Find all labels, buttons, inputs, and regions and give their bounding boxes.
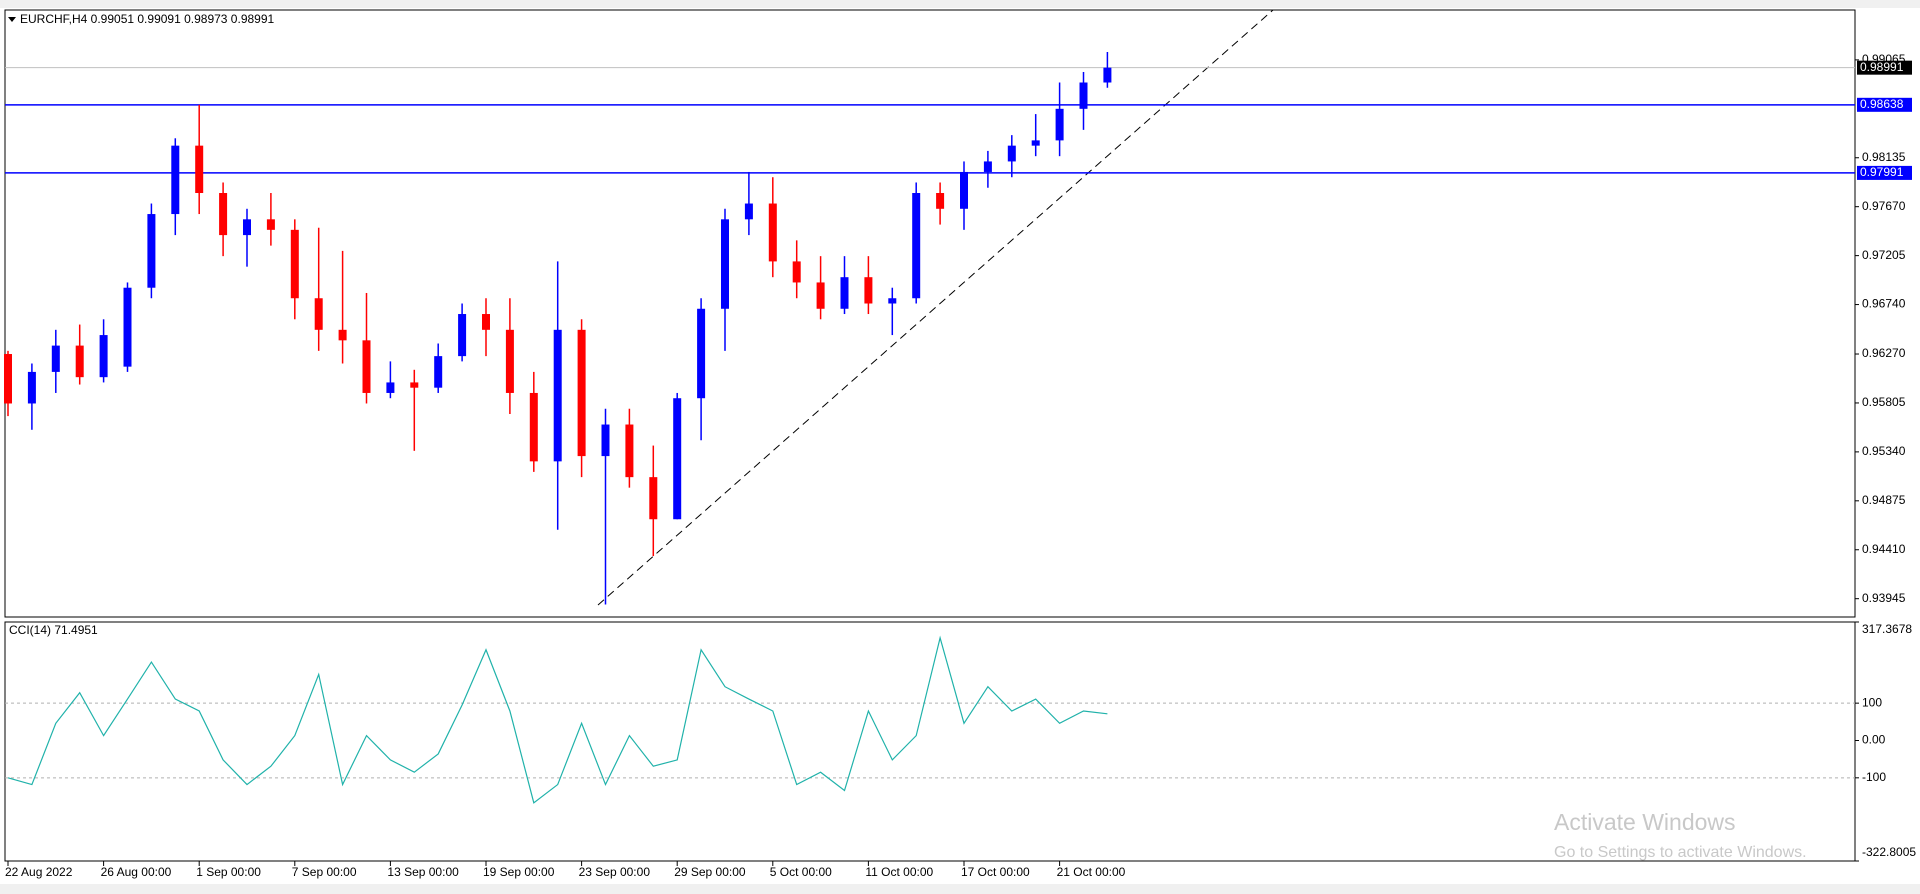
- level-price-label: 0.98638: [1860, 97, 1904, 111]
- candle-body: [1103, 67, 1112, 83]
- top-tab-strip: [0, 0, 1920, 8]
- candle-body: [219, 193, 228, 236]
- candle-body: [936, 193, 945, 209]
- candle-body: [553, 329, 562, 462]
- current-price-box: [1857, 60, 1912, 75]
- candle-body: [482, 314, 490, 330]
- candle-body: [864, 277, 873, 304]
- candle-body: [266, 219, 275, 230]
- watermark-title: Activate Windows: [1554, 809, 1736, 835]
- current-price-label: 0.98991: [1860, 60, 1904, 74]
- candle-body: [4, 354, 12, 404]
- cci-title: CCI(14) 71.4951: [9, 623, 98, 637]
- y-tick-label: 0.96740: [1862, 297, 1906, 311]
- candle-body: [840, 277, 849, 309]
- x-tick-label: 1 Sep 00:00: [196, 865, 261, 879]
- level-price-label: 0.97991: [1860, 165, 1904, 179]
- candle-body: [744, 203, 753, 220]
- y-tick-label: 0.97205: [1862, 248, 1906, 262]
- bottom-tab-strip: [0, 884, 1920, 894]
- y-tick-label: 0.98135: [1862, 150, 1906, 164]
- trend-line: [597, 9, 1274, 606]
- cci-panel: [4, 621, 1856, 862]
- candle-body: [362, 340, 371, 393]
- candle-body: [195, 145, 204, 194]
- x-tick-label: 5 Oct 00:00: [770, 865, 832, 879]
- y-tick-label: 0.00: [1862, 733, 1886, 747]
- x-tick-label: 19 Sep 00:00: [483, 865, 555, 879]
- y-tick-label: 317.3678: [1862, 622, 1912, 636]
- watermark-subtitle: Go to Settings to activate Windows.: [1554, 844, 1807, 861]
- level-price-box: [1857, 97, 1912, 112]
- y-tick-label: 0.94410: [1862, 542, 1906, 556]
- candle-body: [147, 214, 156, 288]
- candle-body: [1031, 140, 1040, 146]
- candle-body: [1007, 145, 1016, 162]
- y-tick-label: -100: [1862, 770, 1886, 784]
- candle-body: [434, 356, 443, 388]
- y-tick-label: 0.96270: [1862, 346, 1906, 360]
- x-tick-label: 13 Sep 00:00: [387, 865, 459, 879]
- cci-line: [7, 635, 1108, 804]
- candle-body: [505, 329, 514, 393]
- symbol-menu-arrow: [8, 17, 16, 22]
- candle-body: [75, 345, 84, 378]
- candle-body: [912, 193, 921, 299]
- candle-body: [888, 298, 897, 304]
- candle-body: [1055, 108, 1064, 141]
- x-tick-label: 26 Aug 00:00: [101, 865, 172, 879]
- candle-body: [338, 329, 347, 341]
- y-tick-label: 0.97670: [1862, 199, 1906, 213]
- candle-body: [123, 287, 132, 367]
- y-tick-label: 0.94875: [1862, 493, 1906, 507]
- x-tick-label: 21 Oct 00:00: [1057, 865, 1126, 879]
- price-panel: [4, 9, 1856, 618]
- y-tick-label: -322.8005: [1862, 845, 1916, 859]
- price-title: EURCHF,H4 0.99051 0.99091 0.98973 0.9899…: [20, 12, 275, 26]
- level-price-box: [1857, 165, 1912, 180]
- candle-body: [625, 424, 634, 478]
- candle-body: [673, 398, 682, 520]
- candle-body: [768, 203, 777, 262]
- y-tick-label: 100: [1862, 695, 1882, 709]
- candle-body: [816, 282, 825, 309]
- candle-body: [529, 392, 538, 462]
- candle-body: [171, 145, 180, 215]
- x-tick-label: 11 Oct 00:00: [865, 865, 933, 879]
- candle-body: [51, 345, 60, 372]
- candle-body: [649, 477, 658, 520]
- candle-body: [27, 371, 36, 404]
- x-tick-label: 17 Oct 00:00: [961, 865, 1030, 879]
- x-tick-label: 29 Sep 00:00: [674, 865, 746, 879]
- candle-body: [697, 308, 706, 399]
- candle-body: [983, 161, 992, 172]
- candle-body: [458, 314, 467, 357]
- candle-body: [1079, 82, 1088, 109]
- y-tick-label: 0.95340: [1862, 444, 1906, 458]
- candle-body: [577, 329, 586, 457]
- x-tick-label: 23 Sep 00:00: [579, 865, 651, 879]
- candle-body: [290, 229, 299, 299]
- x-tick-label: 22 Aug 2022: [5, 865, 73, 879]
- candle-body: [99, 335, 108, 378]
- x-tick-label: 7 Sep 00:00: [292, 865, 357, 879]
- candle-body: [410, 382, 419, 388]
- candle-body: [792, 261, 801, 283]
- candle-body: [960, 171, 968, 209]
- candle-body: [243, 219, 251, 236]
- y-tick-label: 0.95805: [1862, 395, 1906, 409]
- candle-body: [721, 219, 729, 309]
- candle-body: [386, 382, 395, 393]
- candle-body: [314, 298, 323, 330]
- candle-body: [601, 424, 610, 457]
- y-tick-label: 0.93945: [1862, 591, 1906, 605]
